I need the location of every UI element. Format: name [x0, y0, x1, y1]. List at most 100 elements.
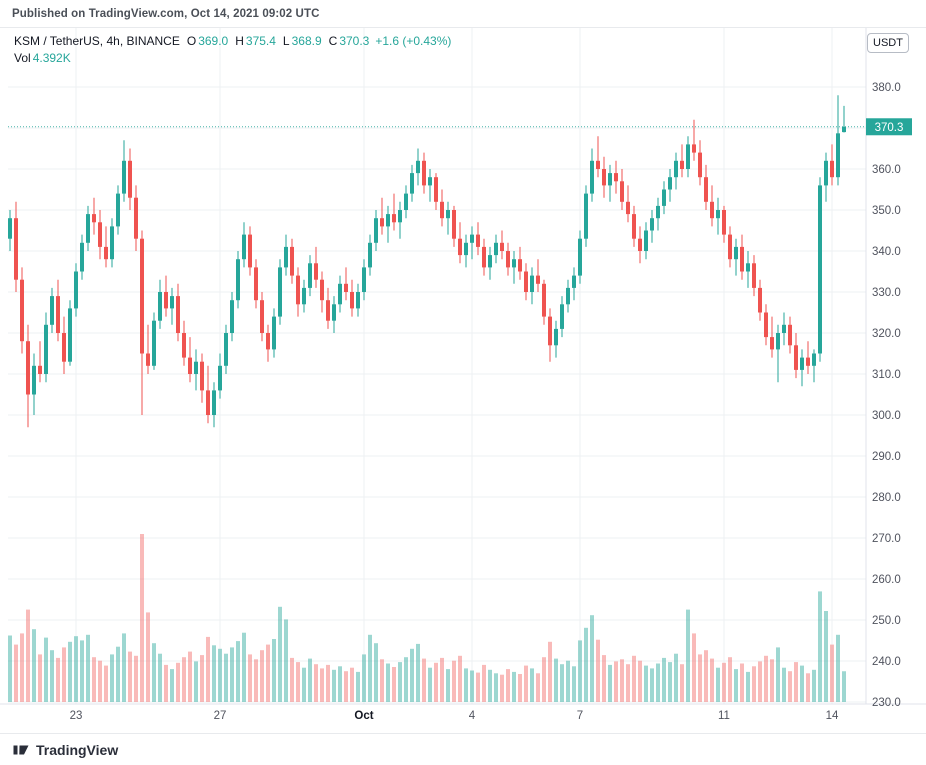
candle [590, 160, 594, 194]
candle [740, 246, 744, 272]
volume-bar [68, 641, 72, 702]
time-axis-labels: 23 27 Oct 4 7 11 14 [70, 710, 839, 722]
price-tick-label: 340.0 [872, 246, 901, 258]
candle [38, 365, 42, 374]
volume-bar [830, 644, 834, 702]
volume-bar [146, 612, 150, 702]
candle [194, 361, 198, 374]
candle [818, 185, 822, 354]
volume-bar [536, 673, 540, 702]
volume-bar [530, 668, 534, 702]
tradingview-brand-link[interactable]: TradingView [12, 741, 118, 759]
volume-bar [230, 647, 234, 702]
candle [626, 201, 630, 215]
candle [584, 193, 588, 239]
time-tick-label: 7 [577, 710, 583, 722]
candle [614, 173, 618, 182]
volume-bar [98, 660, 102, 702]
volume-bar [380, 659, 384, 702]
candle [830, 160, 834, 178]
candle [716, 210, 720, 219]
volume-bar [278, 606, 282, 702]
volume-bar [266, 644, 270, 702]
volume-bar [566, 660, 570, 702]
candle [764, 312, 768, 338]
svg-text:370.3: 370.3 [875, 122, 904, 134]
volume-bar [272, 639, 276, 702]
volume-bar [104, 665, 108, 702]
volume-bar [464, 668, 468, 702]
price-tick-label: 330.0 [872, 287, 901, 299]
candle [758, 287, 762, 313]
brand-name: TradingView [36, 741, 119, 758]
time-tick-label: 27 [214, 710, 227, 722]
candle [674, 160, 678, 178]
volume-bar [644, 665, 648, 702]
volume-bar [836, 634, 840, 702]
candle [602, 169, 606, 186]
candle [98, 222, 102, 247]
volume-bar [602, 655, 606, 702]
volume-bar [284, 619, 288, 702]
candle [362, 267, 366, 292]
volume-bar [518, 674, 522, 702]
candle [416, 160, 420, 174]
candle [278, 267, 282, 317]
volume-bar [758, 661, 762, 702]
volume-bar [422, 658, 426, 702]
candle [344, 283, 348, 292]
volume-bar [404, 657, 408, 702]
candle [218, 365, 222, 391]
volume-bar [224, 653, 228, 702]
candle [464, 242, 468, 256]
volume-bar [770, 659, 774, 702]
volume-bar [554, 658, 558, 702]
candle [494, 242, 498, 256]
candle [26, 341, 30, 395]
price-tick-label: 270.0 [872, 533, 901, 545]
volume-bar [800, 665, 804, 702]
candle [422, 160, 426, 186]
candle [452, 210, 456, 239]
candle [404, 193, 408, 210]
volume-bar [716, 667, 720, 702]
candle [632, 214, 636, 239]
volume-bar [182, 657, 186, 702]
time-tick-label: 14 [826, 710, 839, 722]
volume-bar [470, 670, 474, 702]
volume-bar [236, 641, 240, 702]
candle [188, 357, 192, 374]
candle [350, 292, 354, 309]
candle [530, 275, 534, 292]
volume-bar [638, 660, 642, 702]
candle [428, 177, 432, 186]
candles-layer [8, 95, 846, 428]
candle [746, 263, 750, 272]
volume-bar [488, 669, 492, 702]
volume-bar [170, 669, 174, 702]
candle [650, 218, 654, 231]
volume-bar [128, 651, 132, 702]
candle [638, 238, 642, 251]
candle [152, 320, 156, 366]
candle [752, 263, 756, 288]
candle [62, 333, 66, 362]
volume-bar [356, 671, 360, 702]
candle [560, 304, 564, 329]
candle [680, 160, 684, 169]
volume-bar [656, 663, 660, 702]
candle [266, 333, 270, 350]
candle [284, 246, 288, 268]
volume-bar [650, 668, 654, 702]
volume-bar [626, 664, 630, 702]
volume-bar [134, 655, 138, 702]
volume-bar [392, 667, 396, 702]
candle [170, 296, 174, 309]
volume-bar [38, 654, 42, 702]
candle [200, 361, 204, 391]
volume-bar [596, 639, 600, 702]
candle [128, 160, 132, 198]
tradingview-logo-icon [13, 745, 29, 754]
volume-bar [632, 655, 636, 702]
candle [308, 263, 312, 288]
